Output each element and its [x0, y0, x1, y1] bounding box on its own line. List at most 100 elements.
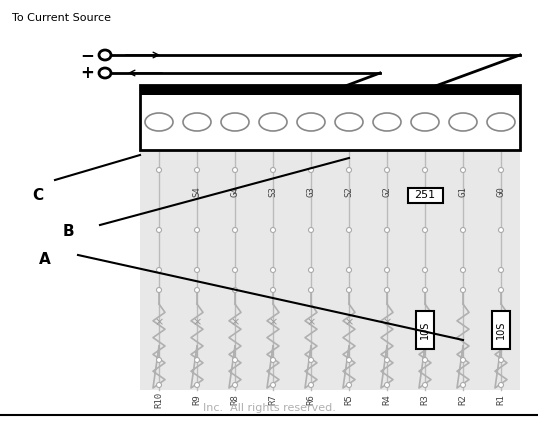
- Ellipse shape: [499, 288, 504, 292]
- Ellipse shape: [195, 267, 200, 273]
- Text: ×: ×: [268, 317, 278, 327]
- Text: Inc.  All rights reserved.: Inc. All rights reserved.: [203, 403, 335, 413]
- Ellipse shape: [373, 113, 401, 131]
- Text: R6: R6: [307, 395, 315, 406]
- Ellipse shape: [385, 267, 390, 273]
- Ellipse shape: [346, 382, 351, 388]
- Ellipse shape: [461, 288, 465, 292]
- Ellipse shape: [157, 382, 161, 388]
- Ellipse shape: [487, 113, 515, 131]
- Text: 10S: 10S: [420, 321, 430, 339]
- Text: G4: G4: [230, 187, 239, 198]
- Ellipse shape: [195, 228, 200, 232]
- Ellipse shape: [422, 167, 428, 173]
- Ellipse shape: [499, 267, 504, 273]
- Ellipse shape: [157, 288, 161, 292]
- Ellipse shape: [308, 167, 314, 173]
- Text: R1: R1: [497, 395, 506, 406]
- Text: S1: S1: [421, 187, 429, 198]
- Text: B: B: [62, 225, 74, 239]
- Bar: [407, 187, 442, 202]
- Ellipse shape: [308, 357, 314, 363]
- Text: To Current Source: To Current Source: [12, 13, 111, 23]
- Text: ×: ×: [383, 317, 392, 327]
- Ellipse shape: [195, 167, 200, 173]
- Text: ×: ×: [230, 317, 240, 327]
- Ellipse shape: [346, 288, 351, 292]
- Text: G3: G3: [307, 187, 315, 198]
- Bar: [140, 85, 520, 150]
- Ellipse shape: [385, 228, 390, 232]
- Text: R8: R8: [230, 395, 239, 406]
- Ellipse shape: [411, 113, 439, 131]
- Bar: [140, 85, 520, 95]
- Ellipse shape: [232, 288, 237, 292]
- Text: ×: ×: [306, 317, 316, 327]
- Ellipse shape: [461, 228, 465, 232]
- Text: R4: R4: [383, 395, 392, 406]
- Text: C: C: [32, 187, 44, 202]
- Text: 251: 251: [414, 190, 436, 200]
- Ellipse shape: [195, 288, 200, 292]
- Ellipse shape: [308, 288, 314, 292]
- Ellipse shape: [195, 357, 200, 363]
- Text: R9: R9: [193, 395, 202, 406]
- Text: S3: S3: [268, 187, 278, 198]
- Text: R2: R2: [458, 395, 468, 406]
- Ellipse shape: [385, 357, 390, 363]
- Text: R7: R7: [268, 395, 278, 406]
- Ellipse shape: [232, 167, 237, 173]
- Ellipse shape: [157, 267, 161, 273]
- Ellipse shape: [449, 113, 477, 131]
- Ellipse shape: [499, 167, 504, 173]
- Ellipse shape: [157, 167, 161, 173]
- Ellipse shape: [195, 382, 200, 388]
- Ellipse shape: [461, 357, 465, 363]
- Ellipse shape: [297, 113, 325, 131]
- Ellipse shape: [385, 167, 390, 173]
- Ellipse shape: [385, 288, 390, 292]
- Text: 10S: 10S: [496, 321, 506, 339]
- Ellipse shape: [99, 50, 111, 60]
- Bar: [140, 150, 520, 390]
- Ellipse shape: [232, 228, 237, 232]
- Ellipse shape: [271, 167, 275, 173]
- Text: ×: ×: [192, 317, 202, 327]
- Ellipse shape: [308, 228, 314, 232]
- Ellipse shape: [422, 228, 428, 232]
- Ellipse shape: [271, 357, 275, 363]
- Ellipse shape: [422, 267, 428, 273]
- Ellipse shape: [157, 357, 161, 363]
- Ellipse shape: [271, 228, 275, 232]
- Ellipse shape: [335, 113, 363, 131]
- Ellipse shape: [499, 228, 504, 232]
- Ellipse shape: [232, 382, 237, 388]
- Text: ×: ×: [344, 317, 353, 327]
- Ellipse shape: [422, 382, 428, 388]
- Ellipse shape: [308, 267, 314, 273]
- Text: R5: R5: [344, 395, 353, 406]
- Text: G0: G0: [497, 187, 506, 198]
- Text: A: A: [39, 253, 51, 267]
- Bar: [416, 311, 434, 349]
- Text: +: +: [80, 64, 94, 82]
- Ellipse shape: [461, 167, 465, 173]
- Ellipse shape: [346, 167, 351, 173]
- Ellipse shape: [232, 267, 237, 273]
- Ellipse shape: [461, 382, 465, 388]
- Ellipse shape: [422, 357, 428, 363]
- Ellipse shape: [232, 357, 237, 363]
- Ellipse shape: [308, 382, 314, 388]
- Text: R3: R3: [421, 395, 429, 406]
- Text: ×: ×: [154, 317, 164, 327]
- Ellipse shape: [461, 267, 465, 273]
- Ellipse shape: [259, 113, 287, 131]
- Text: R10: R10: [154, 392, 164, 408]
- Ellipse shape: [499, 382, 504, 388]
- Text: S2: S2: [344, 187, 353, 198]
- Ellipse shape: [422, 288, 428, 292]
- Ellipse shape: [499, 357, 504, 363]
- Ellipse shape: [271, 267, 275, 273]
- Text: S4: S4: [193, 187, 202, 198]
- Ellipse shape: [346, 357, 351, 363]
